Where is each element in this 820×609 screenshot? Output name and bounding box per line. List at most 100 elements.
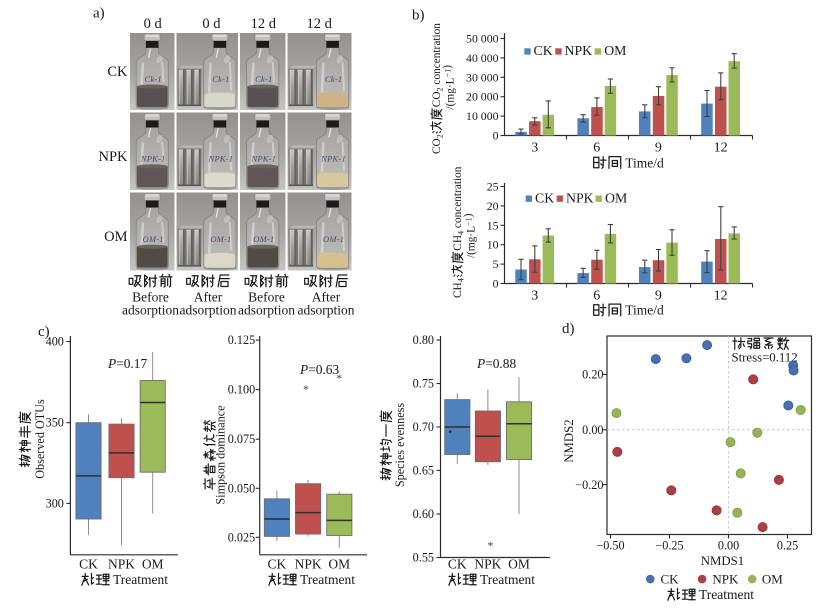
svg-text:20: 20 [487, 199, 499, 213]
svg-text:0.70: 0.70 [413, 420, 434, 434]
svg-text:0.00: 0.00 [718, 539, 739, 553]
svg-text:Treatment: Treatment [300, 572, 355, 587]
svg-text:NPK: NPK [295, 557, 322, 572]
svg-text:0.025: 0.025 [228, 530, 255, 544]
svg-text:CK: CK [535, 190, 554, 205]
svg-text:20 000: 20 000 [466, 90, 499, 104]
svg-text:0.55: 0.55 [413, 551, 434, 565]
svg-text:After: After [194, 290, 223, 305]
svg-text:*: * [487, 538, 493, 552]
svg-text:Ck-1: Ck-1 [325, 74, 342, 84]
svg-text:Ck-1: Ck-1 [255, 74, 272, 84]
svg-text:12: 12 [714, 288, 728, 303]
svg-text:50 000: 50 000 [466, 32, 499, 46]
svg-text:CK: CK [268, 557, 287, 572]
svg-text:40 000: 40 000 [466, 51, 499, 65]
svg-text:NPK: NPK [566, 190, 594, 205]
svg-text:P=0.88: P=0.88 [476, 356, 516, 371]
svg-text:CO2 concentration: CO2 concentration [431, 23, 444, 107]
svg-text:0: 0 [493, 277, 499, 291]
svg-text:0 d: 0 d [144, 16, 163, 32]
svg-text:NPK-1: NPK-1 [140, 154, 166, 164]
svg-text:*: * [336, 371, 342, 385]
svg-text:a): a) [93, 6, 105, 22]
svg-text:12 d: 12 d [307, 16, 333, 32]
svg-text:OM: OM [104, 229, 127, 245]
svg-text:c): c) [38, 324, 50, 340]
svg-text:Ck-1: Ck-1 [212, 74, 229, 84]
svg-text:3: 3 [531, 288, 538, 303]
svg-text:P=0.17: P=0.17 [107, 356, 147, 371]
svg-text:adsorption: adsorption [180, 303, 237, 318]
svg-text:CK: CK [79, 557, 98, 572]
svg-text:Observed OTUs: Observed OTUs [33, 399, 47, 479]
svg-text:adsorption: adsorption [298, 303, 355, 318]
svg-text:adsorption: adsorption [122, 303, 179, 318]
svg-text:NPK: NPK [712, 572, 739, 587]
svg-text:0 d: 0 d [202, 16, 221, 32]
svg-text:300: 300 [46, 496, 64, 510]
svg-text:Treatment: Treatment [113, 572, 168, 587]
svg-text:9: 9 [655, 140, 662, 155]
svg-text:0.050: 0.050 [228, 481, 255, 495]
svg-text:0.65: 0.65 [413, 464, 434, 478]
svg-text:Treatment: Treatment [699, 587, 754, 602]
svg-text:Time/d: Time/d [625, 156, 664, 171]
svg-text:NPK-1: NPK-1 [320, 154, 346, 164]
svg-text:adsorption: adsorption [238, 303, 295, 318]
svg-text:Treatment: Treatment [480, 572, 535, 587]
svg-text:NPK: NPK [108, 557, 135, 572]
svg-text:0.075: 0.075 [228, 432, 255, 446]
svg-text:3: 3 [531, 140, 538, 155]
svg-text:0: 0 [493, 129, 499, 143]
svg-text:OM-1: OM-1 [143, 234, 164, 244]
svg-text:CK: CK [661, 572, 680, 587]
svg-text:OM-1: OM-1 [253, 234, 274, 244]
svg-text:6: 6 [593, 288, 600, 303]
svg-text:CH4: CH4 [452, 278, 465, 298]
svg-text:25: 25 [487, 180, 499, 194]
svg-text:b): b) [412, 8, 425, 24]
svg-text:Species evenness: Species evenness [393, 403, 407, 488]
svg-text:Ck-1: Ck-1 [145, 74, 162, 84]
svg-text:CK: CK [107, 64, 128, 80]
svg-text:CK: CK [534, 43, 553, 58]
svg-text:NMDS2: NMDS2 [562, 419, 576, 462]
svg-text:400: 400 [46, 335, 64, 349]
svg-text:0.60: 0.60 [413, 507, 434, 521]
svg-text:0.25: 0.25 [777, 539, 798, 553]
svg-text:OM: OM [762, 572, 783, 587]
svg-text:−0.20: −0.20 [575, 478, 603, 492]
svg-text:P=0.63: P=0.63 [299, 362, 339, 377]
svg-text:NPK: NPK [474, 557, 501, 572]
svg-text:OM-1: OM-1 [210, 234, 231, 244]
svg-text:0.125: 0.125 [228, 333, 255, 347]
svg-text:Before: Before [132, 290, 169, 305]
svg-text:Simpson dominance: Simpson dominance [214, 405, 228, 504]
svg-text:OM: OM [604, 43, 626, 58]
svg-text:0.00: 0.00 [582, 423, 603, 437]
svg-text:Stress=0.112: Stress=0.112 [732, 351, 798, 365]
svg-text:−0.50: −0.50 [596, 539, 624, 553]
svg-text:−0.25: −0.25 [655, 539, 683, 553]
svg-text:CK: CK [448, 557, 467, 572]
svg-text:CO2: CO2 [431, 134, 444, 154]
svg-text:0.80: 0.80 [413, 333, 434, 347]
svg-text:30 000: 30 000 [466, 70, 499, 84]
svg-text:Time/d: Time/d [625, 303, 664, 318]
svg-text:350: 350 [46, 416, 64, 430]
svg-text:NPK: NPK [98, 149, 128, 165]
svg-text:d): d) [562, 321, 575, 337]
svg-text:0.100: 0.100 [228, 383, 255, 397]
svg-text:NPK: NPK [565, 43, 593, 58]
svg-text:Before: Before [248, 290, 285, 305]
svg-text:10 000: 10 000 [466, 109, 499, 123]
svg-text:OM: OM [508, 557, 530, 572]
svg-text:NPK-1: NPK-1 [208, 154, 234, 164]
svg-text:6: 6 [593, 140, 600, 155]
svg-text:15: 15 [487, 218, 499, 232]
svg-text:0.75: 0.75 [413, 377, 434, 391]
svg-text:*: * [303, 382, 309, 396]
svg-text:9: 9 [655, 288, 662, 303]
svg-text:OM-1: OM-1 [323, 234, 344, 244]
